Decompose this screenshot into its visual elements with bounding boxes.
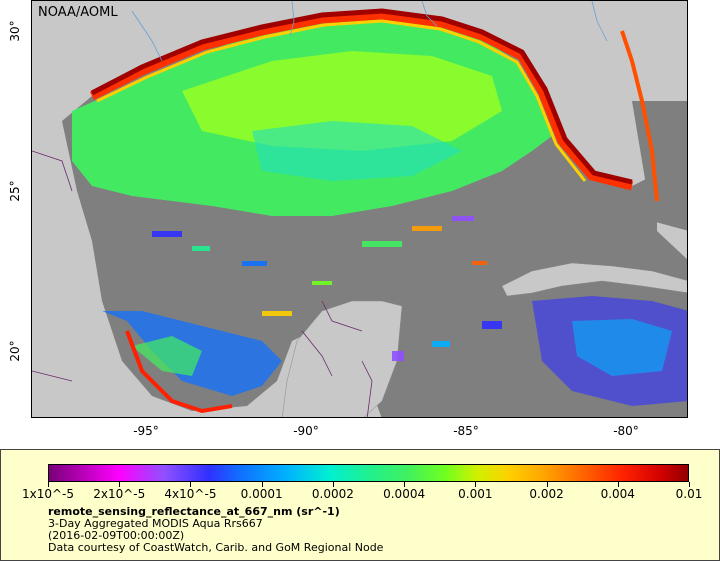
- legend-variable: remote_sensing_reflectance_at_667_nm (sr…: [48, 505, 340, 518]
- colorbar-label: 0.0004: [383, 487, 426, 501]
- coastal-red-band: [89, 10, 634, 191]
- florida-east-stripe: [620, 30, 659, 202]
- colorbar: [48, 464, 689, 482]
- scattered-speckles: [152, 216, 502, 361]
- colorbar-tick: [475, 482, 477, 487]
- colorbar-label: 0.0001: [240, 487, 283, 501]
- colorbar-tick: [119, 482, 121, 487]
- yellowgreen-patch: [182, 51, 502, 151]
- colorbar-tick: [332, 482, 334, 487]
- colorbar-label: 0.01: [675, 487, 703, 501]
- reflectance-map: [32, 1, 687, 417]
- legend-description: 3-Day Aggregated MODIS Aqua Rrs667: [48, 517, 263, 530]
- colorbar-label: 0.0002: [311, 487, 354, 501]
- legend-date: (2016-02-09T00:00:00Z): [48, 529, 185, 542]
- coastal-darkred-band: [90, 8, 633, 185]
- colorbar-tick: [190, 482, 192, 487]
- lon-tick-label: -95°: [133, 424, 159, 438]
- lat-tick-label: 30°: [8, 20, 22, 42]
- colorbar-tick: [261, 482, 263, 487]
- colorbar-label: 0.002: [529, 487, 564, 501]
- colorbar-tick: [404, 482, 406, 487]
- southwest-coastal-red: [125, 330, 233, 414]
- legend-panel: remote_sensing_reflectance_at_667_nm (sr…: [0, 449, 720, 561]
- southwest-green-area: [132, 336, 202, 376]
- caribbean-cyan-area: [572, 319, 672, 376]
- colorbar-tick: [689, 482, 690, 487]
- cuba-landmass: [501, 262, 687, 297]
- lon-tick-label: -90°: [293, 424, 319, 438]
- lon-tick-label: -85°: [453, 424, 479, 438]
- lat-tick-label: 20°: [8, 340, 22, 362]
- lon-tick-label: -80°: [613, 424, 639, 438]
- credit-label: NOAA/AOML: [38, 5, 118, 20]
- political-borders: [32, 150, 373, 417]
- colorbar-label: 4x10^-5: [164, 487, 217, 501]
- coastal-yellow-edge: [96, 19, 587, 182]
- colorbar-label: 1x10^-5: [21, 487, 75, 501]
- atlantic-water: [632, 101, 687, 231]
- legend-source: Data courtesy of CoastWatch, Carib. and …: [48, 541, 384, 554]
- cyan-patch: [252, 121, 462, 181]
- colorbar-tick: [546, 482, 548, 487]
- colorbar-label: 0.004: [600, 487, 635, 501]
- map-panel: NOAA/AOML: [31, 0, 688, 418]
- colorbar-tick: [617, 482, 619, 487]
- colorbar-label: 0.001: [458, 487, 493, 501]
- colorbar-tick: [48, 482, 49, 487]
- lat-tick-label: 25°: [8, 180, 22, 202]
- colorbar-label: 2x10^-5: [93, 487, 146, 501]
- rivers: [131, 1, 608, 62]
